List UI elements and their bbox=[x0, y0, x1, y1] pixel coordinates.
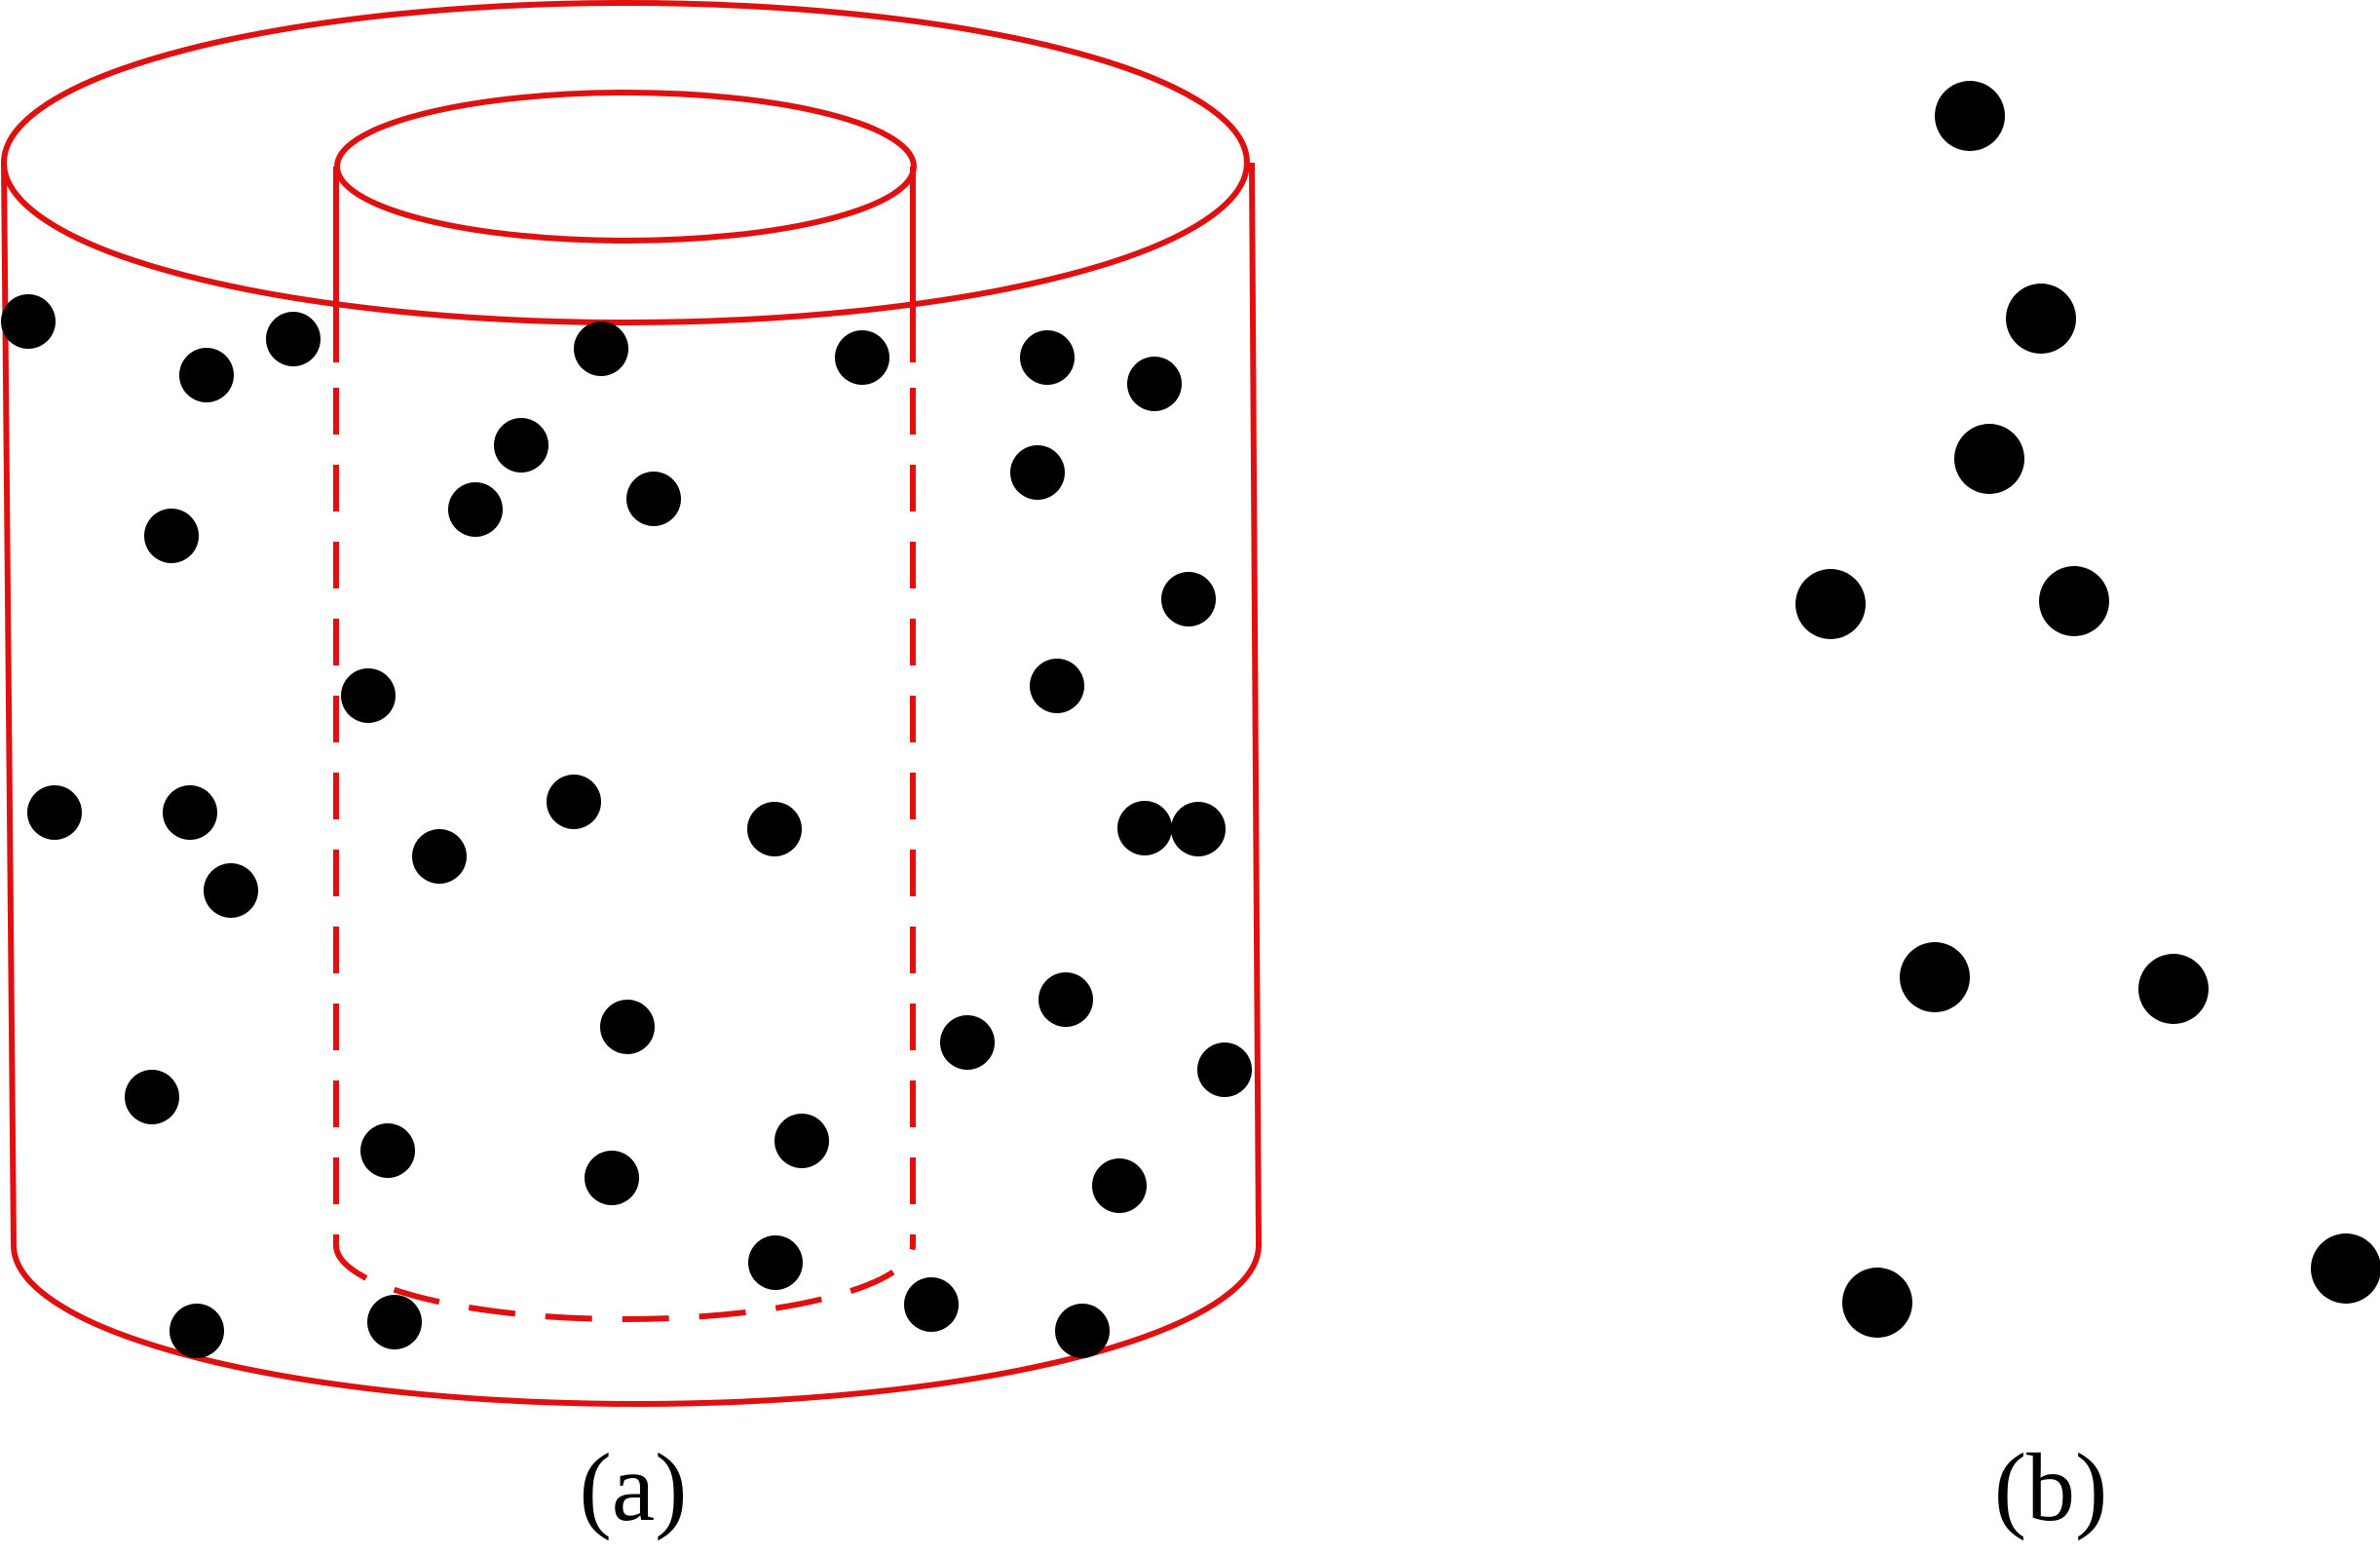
particle-a-28 bbox=[360, 1123, 415, 1178]
outer-right-wall bbox=[1249, 162, 1262, 1246]
particle-a-10 bbox=[626, 472, 681, 526]
particle-a-35 bbox=[367, 1295, 422, 1349]
particle-b-4 bbox=[1795, 569, 1866, 639]
particle-a-3 bbox=[266, 312, 321, 366]
inner-bottom-rim-hidden bbox=[333, 1244, 916, 1322]
particle-a-23 bbox=[600, 1000, 655, 1054]
particle-a-33 bbox=[904, 1277, 959, 1332]
particle-a-14 bbox=[341, 668, 396, 723]
particle-a-24 bbox=[1039, 972, 1093, 1027]
particle-a-8 bbox=[494, 418, 548, 473]
particle-a-5 bbox=[835, 330, 889, 385]
particle-a-32 bbox=[748, 1235, 803, 1290]
particle-b-5 bbox=[2039, 566, 2109, 636]
outer-bottom-rim bbox=[11, 1244, 1262, 1407]
particle-a-17 bbox=[163, 785, 217, 840]
panel-b: (b) bbox=[1795, 81, 2380, 1541]
particle-a-26 bbox=[1197, 1042, 1252, 1097]
particles-b bbox=[1795, 81, 2380, 1338]
caption-a: (a) bbox=[580, 1433, 688, 1541]
particle-a-18 bbox=[204, 863, 258, 918]
particle-a-13 bbox=[1161, 572, 1216, 626]
inner-top-rim bbox=[334, 90, 917, 244]
particle-a-36 bbox=[1055, 1304, 1110, 1358]
particle-b-7 bbox=[2138, 954, 2209, 1024]
particle-a-29 bbox=[585, 1151, 639, 1205]
particle-a-4 bbox=[574, 322, 628, 376]
cylinder-outline bbox=[1, 0, 1262, 1407]
particle-a-30 bbox=[774, 1114, 829, 1168]
particle-a-25 bbox=[940, 1015, 995, 1070]
particle-a-27 bbox=[125, 1070, 179, 1124]
particle-a-19 bbox=[412, 829, 467, 884]
particle-a-34 bbox=[170, 1304, 224, 1358]
particle-a-7 bbox=[1127, 357, 1182, 411]
caption-b: (b) bbox=[1994, 1433, 2108, 1541]
particle-a-1 bbox=[1, 294, 56, 349]
particle-a-31 bbox=[1092, 1158, 1147, 1213]
particle-b-2 bbox=[2006, 284, 2076, 354]
particle-b-6 bbox=[1900, 942, 1970, 1012]
particle-a-22 bbox=[1171, 802, 1226, 856]
particle-a-2 bbox=[179, 348, 234, 402]
particle-a-9 bbox=[448, 482, 503, 537]
particle-a-20 bbox=[547, 775, 601, 829]
outer-left-wall bbox=[1, 162, 17, 1246]
particle-a-37 bbox=[1117, 801, 1172, 855]
particle-b-1 bbox=[1935, 81, 2005, 151]
particle-a-21 bbox=[747, 802, 802, 856]
particle-a-12 bbox=[1010, 445, 1065, 500]
particle-b-3 bbox=[1954, 424, 2024, 494]
panel-a: (a) bbox=[1, 0, 1262, 1541]
particle-a-6 bbox=[1020, 330, 1075, 385]
outer-top-rim bbox=[1, 0, 1250, 325]
particle-b-9 bbox=[2311, 1233, 2380, 1304]
particle-b-8 bbox=[1842, 1268, 1912, 1338]
particles-a bbox=[1, 294, 1252, 1358]
particle-a-11 bbox=[144, 509, 199, 563]
particle-a-15 bbox=[1030, 659, 1084, 713]
particle-a-16 bbox=[27, 785, 82, 840]
